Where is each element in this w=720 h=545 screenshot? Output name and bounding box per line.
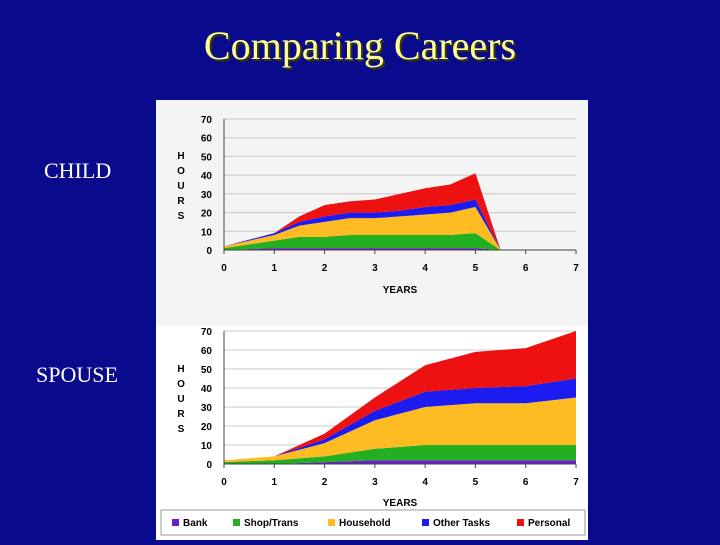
spouse-y-tick-label: 40	[201, 384, 213, 395]
child-y-axis-label-letter: S	[178, 211, 185, 222]
child-x-tick-label: 4	[422, 263, 428, 274]
spouse-y-tick-label: 70	[201, 327, 213, 338]
child-x-tick-label: 3	[372, 263, 378, 274]
legend-swatch	[517, 519, 524, 526]
child-x-tick-label: 2	[322, 263, 328, 274]
legend-box	[160, 509, 586, 536]
legend-item-label: Household	[339, 518, 391, 529]
spouse-y-tick-label: 60	[201, 346, 213, 357]
spouse-x-axis-label: YEARS	[383, 498, 418, 509]
spouse-x-tick-label: 5	[473, 477, 479, 488]
spouse-y-tick-label: 20	[201, 422, 213, 433]
legend-item-label: Other Tasks	[433, 518, 490, 529]
child-y-axis-label-letter: O	[177, 166, 185, 177]
spouse-y-tick-label: 0	[206, 460, 212, 471]
child-y-axis-label-letter: R	[177, 196, 185, 207]
child-y-tick-label: 50	[201, 152, 213, 163]
legend-swatch	[233, 519, 240, 526]
spouse-y-tick-label: 50	[201, 365, 213, 376]
legend-item-label: Bank	[183, 518, 208, 529]
spouse-label: SPOUSE	[36, 362, 118, 387]
child-x-tick-label: 7	[573, 263, 579, 274]
spouse-x-tick-label: 4	[422, 477, 428, 488]
spouse-chart-panel: 0 10 20 30 40 50 60 70 0 1 2 3 4 5 6 7 H O U R S YEARS Bank Sho…	[156, 326, 588, 540]
child-y-tick-label: 20	[201, 209, 213, 220]
spouse-area-personal	[224, 331, 576, 461]
child-area-household	[224, 206, 501, 250]
spouse-x-tick-label: 6	[523, 477, 529, 488]
child-y-tick-label: 40	[201, 171, 213, 182]
legend-swatch	[328, 519, 335, 526]
spouse-area-shop-trans	[224, 445, 576, 464]
spouse-y-axis-label-letter: U	[177, 394, 184, 405]
child-x-tick-label: 0	[221, 263, 227, 274]
spouse-x-tick-label: 3	[372, 477, 378, 488]
spouse-x-tick-label: 0	[221, 477, 227, 488]
child-x-tick-label: 5	[473, 263, 479, 274]
child-area-other-tasks	[224, 199, 501, 250]
child-area-shop-trans	[224, 233, 501, 250]
child-label: CHILD	[44, 158, 112, 183]
child-y-tick-label: 10	[201, 227, 213, 238]
spouse-y-axis-label-letter: O	[177, 379, 185, 390]
child-area-personal	[224, 173, 501, 250]
legend-swatch	[422, 519, 429, 526]
child-y-tick-label: 0	[206, 246, 212, 257]
spouse-x-tick-label: 1	[272, 477, 278, 488]
child-y-tick-label: 70	[201, 115, 213, 126]
child-x-tick-label: 1	[272, 263, 278, 274]
child-y-axis-label-letter: U	[177, 181, 184, 192]
spouse-x-tick-label: 7	[573, 477, 579, 488]
spouse-area-household	[224, 397, 576, 463]
legend-item-label: Personal	[528, 518, 570, 529]
spouse-area-other-tasks	[224, 378, 576, 461]
spouse-y-axis-label-letter: S	[178, 424, 185, 435]
spouse-y-tick-label: 30	[201, 403, 213, 414]
legend-item-label: Shop/Trans	[244, 518, 299, 529]
spouse-x-tick-label: 2	[322, 477, 328, 488]
child-y-tick-label: 60	[201, 134, 213, 145]
spouse-area-bank	[224, 460, 576, 464]
child-y-axis-label-letter: H	[177, 151, 184, 162]
spouse-y-tick-label: 10	[201, 441, 213, 452]
child-y-tick-label: 30	[201, 190, 213, 201]
page-title: Comparing Careers	[203, 23, 517, 68]
legend-swatch	[172, 519, 179, 526]
spouse-y-axis-label-letter: H	[177, 364, 184, 375]
child-x-tick-label: 6	[523, 263, 529, 274]
spouse-y-axis-label-letter: R	[177, 409, 185, 420]
child-x-axis-label: YEARS	[383, 285, 418, 296]
child-chart-panel: 0 10 20 30 40 50 60 70 0 1 2 3 4 5 6 7 H O U R S YEARS	[156, 100, 588, 326]
